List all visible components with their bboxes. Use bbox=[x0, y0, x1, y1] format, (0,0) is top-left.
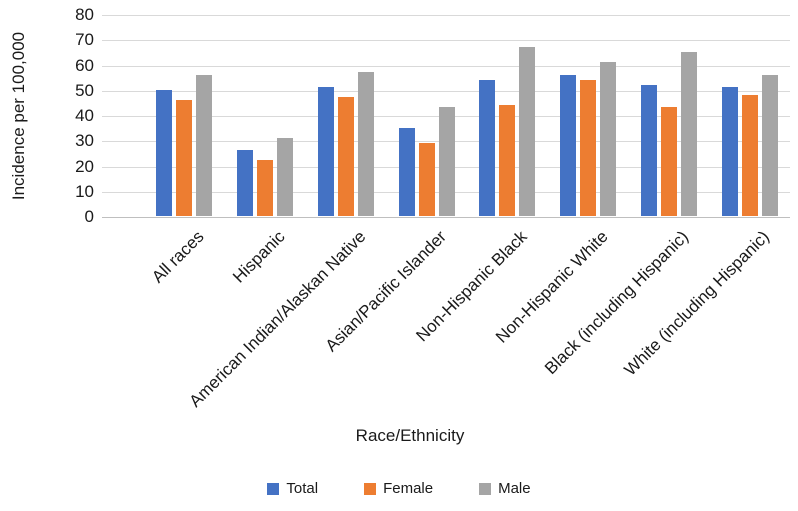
legend-swatch-male bbox=[479, 482, 492, 495]
legend-item-male: Male bbox=[479, 480, 531, 497]
bar-total-white-including-hispanic bbox=[721, 87, 738, 216]
bar-male-all-races bbox=[196, 74, 213, 216]
bar-male-asian-pacific-islander bbox=[438, 107, 455, 216]
bar-group-all-races bbox=[144, 15, 225, 216]
gridline-70 bbox=[102, 40, 790, 42]
gridline-80 bbox=[102, 15, 790, 16]
bar-female-white-including-hispanic bbox=[741, 94, 758, 216]
gridline-60 bbox=[102, 65, 790, 67]
x-axis-title: Race/Ethnicity bbox=[355, 426, 465, 445]
bar-female-black-including-hispanic bbox=[660, 107, 677, 216]
legend-item-total: Total bbox=[267, 480, 318, 497]
y-tick-label-60: 60 bbox=[75, 55, 94, 75]
y-axis-ticks: 80 70 60 50 40 30 20 10 0 bbox=[0, 6, 94, 226]
bar-male-american-indian-alaskan-native bbox=[357, 72, 374, 216]
bar-male-white-including-hispanic bbox=[761, 74, 778, 216]
bars-row bbox=[144, 15, 790, 216]
bar-male-hispanic bbox=[277, 137, 294, 216]
bar-group-asian-pacific-islander bbox=[386, 15, 467, 216]
legend-label-female: Female bbox=[383, 480, 434, 497]
bar-group-non-hispanic-black bbox=[467, 15, 548, 216]
y-tick-label-30: 30 bbox=[75, 131, 94, 151]
y-tick-label-10: 10 bbox=[75, 181, 94, 201]
bar-group-white-including-hispanic bbox=[709, 15, 790, 216]
bar-total-hispanic bbox=[237, 150, 254, 216]
y-tick-label-20: 20 bbox=[75, 156, 94, 176]
bar-male-black-including-hispanic bbox=[680, 51, 697, 216]
y-tick-label-80: 80 bbox=[75, 5, 94, 24]
bar-total-non-hispanic-black bbox=[479, 79, 496, 216]
legend-label-total: Total bbox=[286, 480, 319, 497]
bar-female-american-indian-alaskan-native bbox=[337, 97, 354, 216]
bar-group-american-indian-alaskan-native bbox=[306, 15, 387, 216]
legend: Total Female Male bbox=[0, 480, 798, 497]
bar-female-asian-pacific-islander bbox=[418, 142, 435, 216]
bar-group-black-including-hispanic bbox=[629, 15, 710, 216]
bar-total-black-including-hispanic bbox=[640, 84, 657, 216]
x-category-label-all-races: All races bbox=[148, 227, 208, 287]
x-category-label-white-including-hispanic: White (including Hispanic) bbox=[620, 227, 774, 380]
bar-total-american-indian-alaskan-native bbox=[317, 87, 334, 216]
y-tick-label-70: 70 bbox=[75, 30, 94, 50]
y-tick-label-50: 50 bbox=[75, 80, 94, 100]
legend-label-male: Male bbox=[498, 480, 531, 497]
bar-male-non-hispanic-black bbox=[519, 46, 536, 216]
x-axis-category-labels: All races Hispanic American Indian/Alaskan… bbox=[144, 227, 790, 427]
y-tick-label-40: 40 bbox=[75, 106, 94, 125]
bar-total-all-races bbox=[156, 89, 173, 216]
bar-group-hispanic bbox=[225, 15, 306, 216]
x-category-label-hispanic: Hispanic bbox=[229, 227, 289, 287]
bar-female-all-races bbox=[176, 99, 193, 216]
x-category-label-black-including-hispanic: Black (including Hispanic) bbox=[541, 227, 693, 379]
bar-total-asian-pacific-islander bbox=[398, 127, 415, 216]
bar-female-non-hispanic-white bbox=[580, 79, 597, 216]
bar-female-non-hispanic-black bbox=[499, 104, 516, 216]
gridline-50 bbox=[102, 90, 790, 92]
legend-swatch-female bbox=[364, 482, 377, 495]
bar-total-non-hispanic-white bbox=[560, 74, 577, 216]
x-axis-line bbox=[102, 217, 790, 218]
bar-male-non-hispanic-white bbox=[600, 61, 617, 216]
plot-area bbox=[102, 15, 790, 218]
bar-group-non-hispanic-white bbox=[548, 15, 629, 216]
legend-swatch-total bbox=[267, 482, 280, 495]
legend-item-female: Female bbox=[364, 480, 433, 497]
bar-female-hispanic bbox=[257, 160, 274, 216]
y-tick-label-0: 0 bbox=[84, 207, 94, 226]
